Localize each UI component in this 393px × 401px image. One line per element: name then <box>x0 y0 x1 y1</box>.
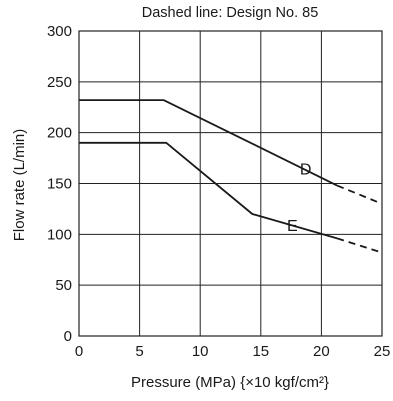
series-d-dashed-line <box>336 184 383 205</box>
y-tick-label: 250 <box>47 74 72 91</box>
curve-labels: DE <box>287 161 311 235</box>
y-tick-label: 50 <box>55 277 72 294</box>
chart-title: Dashed line: Design No. 85 <box>142 5 319 21</box>
x-tick-label: 15 <box>252 343 269 360</box>
y-tick-label: 300 <box>47 23 72 40</box>
y-axis-label: Flow rate (L/min) <box>11 129 28 242</box>
x-tick-label: 5 <box>135 343 143 360</box>
x-tick-label: 25 <box>374 343 391 360</box>
y-tick-label: 0 <box>64 328 72 345</box>
series-layer <box>79 99 383 254</box>
x-tick-label: 0 <box>75 343 83 360</box>
grid <box>78 30 383 337</box>
x-axis-label: Pressure (MPa) {×10 kgf/cm²} <box>131 374 329 391</box>
plot-frame <box>78 30 383 337</box>
x-tick-label: 20 <box>313 343 330 360</box>
series-e-line <box>79 141 338 240</box>
series-d-line <box>79 99 338 187</box>
y-tick-label: 200 <box>47 125 72 142</box>
series-d-label: D <box>300 161 312 178</box>
series-e-label: E <box>287 218 298 235</box>
series-e-dashed-line <box>336 237 383 254</box>
y-tick-label: 100 <box>47 226 72 243</box>
y-tick-label: 150 <box>47 176 72 193</box>
x-tick-label: 10 <box>192 343 209 360</box>
